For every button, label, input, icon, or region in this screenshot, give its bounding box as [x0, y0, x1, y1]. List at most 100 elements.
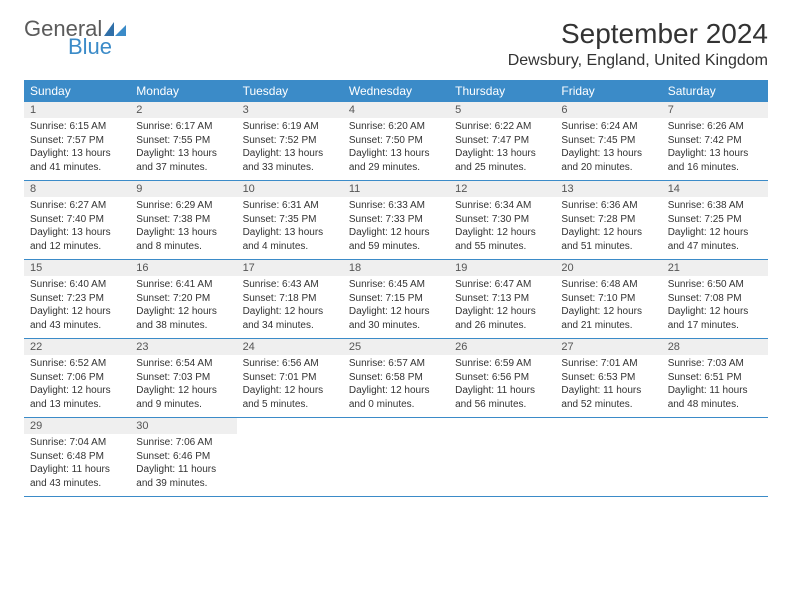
logo: General Blue: [24, 18, 126, 58]
day-number: 18: [343, 260, 449, 276]
logo-text-blue: Blue: [68, 36, 126, 58]
day-header: Monday: [130, 80, 236, 102]
day-number: 17: [237, 260, 343, 276]
calendar-day-cell: [555, 418, 661, 497]
day-details: Sunrise: 6:54 AMSunset: 7:03 PMDaylight:…: [130, 355, 236, 417]
day-number: 6: [555, 102, 661, 118]
day-details: Sunrise: 6:48 AMSunset: 7:10 PMDaylight:…: [555, 276, 661, 338]
day-number: 4: [343, 102, 449, 118]
day-header: Saturday: [662, 80, 768, 102]
page-header: General Blue September 2024 Dewsbury, En…: [24, 18, 768, 70]
day-header: Sunday: [24, 80, 130, 102]
day-details: Sunrise: 6:27 AMSunset: 7:40 PMDaylight:…: [24, 197, 130, 259]
calendar-day-cell: [449, 418, 555, 497]
day-number: 27: [555, 339, 661, 355]
day-header: Thursday: [449, 80, 555, 102]
calendar-day-cell: 11Sunrise: 6:33 AMSunset: 7:33 PMDayligh…: [343, 181, 449, 260]
month-title: September 2024: [508, 18, 768, 50]
day-details: Sunrise: 6:56 AMSunset: 7:01 PMDaylight:…: [237, 355, 343, 417]
day-details: Sunrise: 6:41 AMSunset: 7:20 PMDaylight:…: [130, 276, 236, 338]
day-details: Sunrise: 6:50 AMSunset: 7:08 PMDaylight:…: [662, 276, 768, 338]
calendar-week-row: 22Sunrise: 6:52 AMSunset: 7:06 PMDayligh…: [24, 339, 768, 418]
day-header: Friday: [555, 80, 661, 102]
calendar-day-cell: 10Sunrise: 6:31 AMSunset: 7:35 PMDayligh…: [237, 181, 343, 260]
calendar-day-cell: 26Sunrise: 6:59 AMSunset: 6:56 PMDayligh…: [449, 339, 555, 418]
day-details: Sunrise: 6:26 AMSunset: 7:42 PMDaylight:…: [662, 118, 768, 180]
day-details: Sunrise: 7:06 AMSunset: 6:46 PMDaylight:…: [130, 434, 236, 496]
day-details: Sunrise: 6:52 AMSunset: 7:06 PMDaylight:…: [24, 355, 130, 417]
day-number: 5: [449, 102, 555, 118]
day-number: 21: [662, 260, 768, 276]
day-number: 3: [237, 102, 343, 118]
calendar-day-cell: 29Sunrise: 7:04 AMSunset: 6:48 PMDayligh…: [24, 418, 130, 497]
calendar-day-cell: 13Sunrise: 6:36 AMSunset: 7:28 PMDayligh…: [555, 181, 661, 260]
calendar-week-row: 15Sunrise: 6:40 AMSunset: 7:23 PMDayligh…: [24, 260, 768, 339]
calendar-day-cell: 21Sunrise: 6:50 AMSunset: 7:08 PMDayligh…: [662, 260, 768, 339]
calendar-day-cell: 3Sunrise: 6:19 AMSunset: 7:52 PMDaylight…: [237, 102, 343, 181]
location-text: Dewsbury, England, United Kingdom: [508, 52, 768, 70]
calendar-day-cell: 23Sunrise: 6:54 AMSunset: 7:03 PMDayligh…: [130, 339, 236, 418]
day-details: Sunrise: 6:31 AMSunset: 7:35 PMDaylight:…: [237, 197, 343, 259]
calendar-day-cell: 7Sunrise: 6:26 AMSunset: 7:42 PMDaylight…: [662, 102, 768, 181]
day-header-row: SundayMondayTuesdayWednesdayThursdayFrid…: [24, 80, 768, 102]
day-details: Sunrise: 6:20 AMSunset: 7:50 PMDaylight:…: [343, 118, 449, 180]
calendar-week-row: 29Sunrise: 7:04 AMSunset: 6:48 PMDayligh…: [24, 418, 768, 497]
calendar-day-cell: 28Sunrise: 7:03 AMSunset: 6:51 PMDayligh…: [662, 339, 768, 418]
day-number: 8: [24, 181, 130, 197]
day-number: 19: [449, 260, 555, 276]
calendar-day-cell: 15Sunrise: 6:40 AMSunset: 7:23 PMDayligh…: [24, 260, 130, 339]
calendar-day-cell: 4Sunrise: 6:20 AMSunset: 7:50 PMDaylight…: [343, 102, 449, 181]
day-number: 11: [343, 181, 449, 197]
day-number: 12: [449, 181, 555, 197]
calendar-day-cell: 18Sunrise: 6:45 AMSunset: 7:15 PMDayligh…: [343, 260, 449, 339]
day-number: 22: [24, 339, 130, 355]
calendar-day-cell: 8Sunrise: 6:27 AMSunset: 7:40 PMDaylight…: [24, 181, 130, 260]
calendar-day-cell: 17Sunrise: 6:43 AMSunset: 7:18 PMDayligh…: [237, 260, 343, 339]
calendar-day-cell: 19Sunrise: 6:47 AMSunset: 7:13 PMDayligh…: [449, 260, 555, 339]
title-block: September 2024 Dewsbury, England, United…: [508, 18, 768, 70]
calendar-day-cell: 20Sunrise: 6:48 AMSunset: 7:10 PMDayligh…: [555, 260, 661, 339]
day-number: 9: [130, 181, 236, 197]
day-details: Sunrise: 6:15 AMSunset: 7:57 PMDaylight:…: [24, 118, 130, 180]
day-details: Sunrise: 6:59 AMSunset: 6:56 PMDaylight:…: [449, 355, 555, 417]
day-number: 13: [555, 181, 661, 197]
day-details: Sunrise: 6:40 AMSunset: 7:23 PMDaylight:…: [24, 276, 130, 338]
day-number: 1: [24, 102, 130, 118]
day-details: Sunrise: 6:47 AMSunset: 7:13 PMDaylight:…: [449, 276, 555, 338]
calendar-day-cell: 1Sunrise: 6:15 AMSunset: 7:57 PMDaylight…: [24, 102, 130, 181]
day-number: 14: [662, 181, 768, 197]
calendar-day-cell: 27Sunrise: 7:01 AMSunset: 6:53 PMDayligh…: [555, 339, 661, 418]
day-details: Sunrise: 6:34 AMSunset: 7:30 PMDaylight:…: [449, 197, 555, 259]
day-number: 15: [24, 260, 130, 276]
calendar-table: SundayMondayTuesdayWednesdayThursdayFrid…: [24, 80, 768, 497]
day-number: 24: [237, 339, 343, 355]
day-details: Sunrise: 6:33 AMSunset: 7:33 PMDaylight:…: [343, 197, 449, 259]
day-number: 7: [662, 102, 768, 118]
day-header: Wednesday: [343, 80, 449, 102]
day-header: Tuesday: [237, 80, 343, 102]
calendar-week-row: 1Sunrise: 6:15 AMSunset: 7:57 PMDaylight…: [24, 102, 768, 181]
day-number: 28: [662, 339, 768, 355]
calendar-day-cell: [343, 418, 449, 497]
calendar-day-cell: 2Sunrise: 6:17 AMSunset: 7:55 PMDaylight…: [130, 102, 236, 181]
calendar-day-cell: 30Sunrise: 7:06 AMSunset: 6:46 PMDayligh…: [130, 418, 236, 497]
day-number: 10: [237, 181, 343, 197]
calendar-day-cell: 9Sunrise: 6:29 AMSunset: 7:38 PMDaylight…: [130, 181, 236, 260]
day-details: Sunrise: 6:17 AMSunset: 7:55 PMDaylight:…: [130, 118, 236, 180]
day-details: Sunrise: 6:29 AMSunset: 7:38 PMDaylight:…: [130, 197, 236, 259]
calendar-day-cell: 25Sunrise: 6:57 AMSunset: 6:58 PMDayligh…: [343, 339, 449, 418]
calendar-week-row: 8Sunrise: 6:27 AMSunset: 7:40 PMDaylight…: [24, 181, 768, 260]
day-details: Sunrise: 6:43 AMSunset: 7:18 PMDaylight:…: [237, 276, 343, 338]
calendar-day-cell: 22Sunrise: 6:52 AMSunset: 7:06 PMDayligh…: [24, 339, 130, 418]
day-number: 25: [343, 339, 449, 355]
day-details: Sunrise: 7:03 AMSunset: 6:51 PMDaylight:…: [662, 355, 768, 417]
day-number: 29: [24, 418, 130, 434]
calendar-day-cell: 6Sunrise: 6:24 AMSunset: 7:45 PMDaylight…: [555, 102, 661, 181]
day-number: 20: [555, 260, 661, 276]
calendar-day-cell: [237, 418, 343, 497]
day-details: Sunrise: 6:19 AMSunset: 7:52 PMDaylight:…: [237, 118, 343, 180]
day-details: Sunrise: 6:57 AMSunset: 6:58 PMDaylight:…: [343, 355, 449, 417]
day-details: Sunrise: 6:45 AMSunset: 7:15 PMDaylight:…: [343, 276, 449, 338]
day-details: Sunrise: 6:38 AMSunset: 7:25 PMDaylight:…: [662, 197, 768, 259]
day-number: 26: [449, 339, 555, 355]
